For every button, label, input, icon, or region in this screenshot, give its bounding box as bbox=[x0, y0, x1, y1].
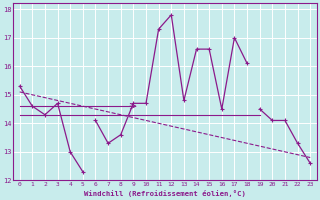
X-axis label: Windchill (Refroidissement éolien,°C): Windchill (Refroidissement éolien,°C) bbox=[84, 190, 246, 197]
